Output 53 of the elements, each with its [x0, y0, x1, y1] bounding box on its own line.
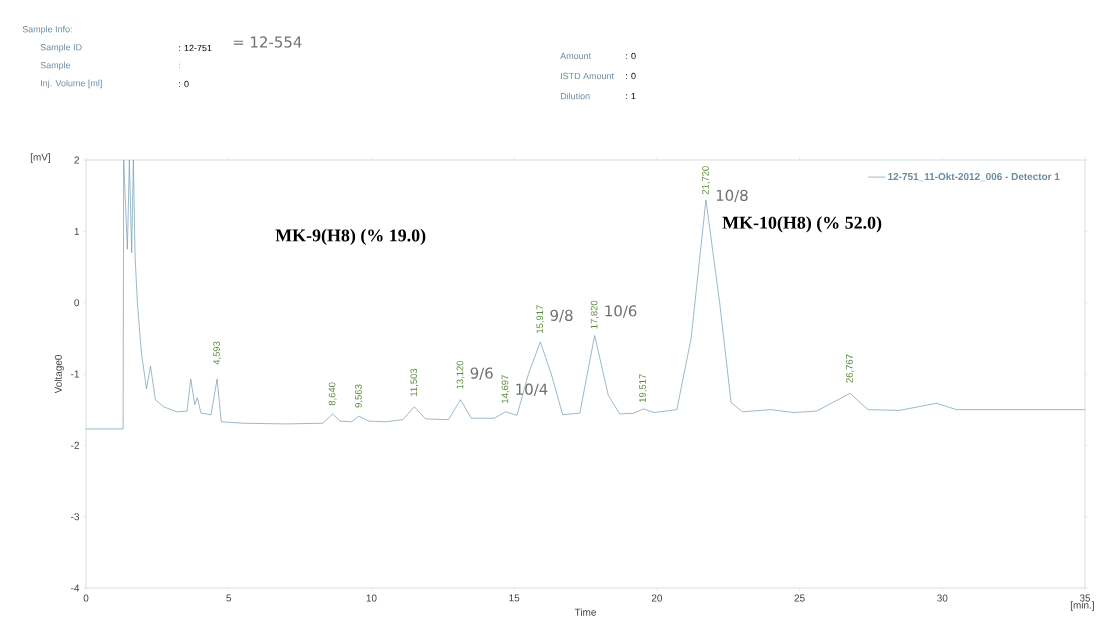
text: Sample: [40, 61, 71, 71]
text: Amount: [560, 52, 592, 60]
x-tick-label: 5: [226, 594, 232, 602]
annotation: MK-9(H8) (% 19.0): [275, 228, 426, 246]
text: : 1: [626, 92, 636, 100]
annotation: 10/4: [516, 383, 548, 397]
annotation: 9/6: [470, 367, 493, 380]
annotation: 9,563: [355, 384, 363, 408]
text: : 0: [179, 80, 189, 88]
y-tick-label: 0: [74, 299, 80, 307]
annotation: 26,767: [846, 354, 854, 383]
x-axis-title: Time: [574, 608, 596, 616]
text: :: [179, 63, 180, 69]
x-tick-label: 35: [1079, 594, 1091, 602]
text: Inj. Volume [ml]: [41, 79, 102, 89]
x-tick-label: 10: [366, 594, 377, 602]
annotation: 11,503: [410, 368, 419, 396]
annotation: 10/6: [605, 305, 637, 318]
y-tick-label: -3: [71, 513, 80, 521]
text: [mV]: [30, 153, 50, 163]
text: [min.]: [1070, 601, 1094, 611]
annotation: 8,640: [328, 382, 337, 406]
text: = 12-554: [233, 36, 302, 48]
annotation: 21,720: [702, 166, 710, 195]
annotation: 4,593: [213, 341, 222, 365]
annotation: MK-10(H8) (% 52.0): [722, 216, 882, 233]
line-series: [86, 160, 1086, 430]
annotation: 14,697: [501, 375, 510, 403]
text: ISTD Amount: [561, 72, 614, 80]
x-tick-label: 20: [651, 594, 663, 602]
y-tick-label: 2: [74, 156, 79, 164]
annotation: 9/8: [550, 309, 573, 323]
x-tick-label: 30: [937, 594, 948, 602]
y-axis-title: Voltage0: [54, 355, 64, 394]
y-tick-label: -4: [71, 584, 80, 592]
x-tick-label: 25: [794, 594, 805, 602]
legend-label: 12-751_11-Okt-2012_006 - Detector 1: [888, 172, 1060, 182]
text: Sample Info:: [22, 25, 72, 35]
text: : 0: [626, 72, 636, 80]
y-tick-label: -2: [71, 441, 79, 449]
text: : 12-751: [179, 44, 212, 52]
x-tick-label: 15: [509, 594, 520, 602]
annotation: 10/8: [716, 189, 748, 203]
annotation: 17,820: [590, 300, 599, 329]
text: Dilution: [560, 92, 590, 100]
text: : 0: [626, 52, 636, 60]
annotation: 13,120: [456, 360, 465, 389]
text: Sample ID: [40, 43, 82, 53]
annotation: 15,917: [536, 305, 545, 333]
x-tick-label: 0: [83, 594, 89, 602]
y-tick-label: 1: [74, 227, 79, 235]
annotation: 19,517: [639, 374, 647, 403]
y-tick-label: -1: [71, 370, 79, 378]
